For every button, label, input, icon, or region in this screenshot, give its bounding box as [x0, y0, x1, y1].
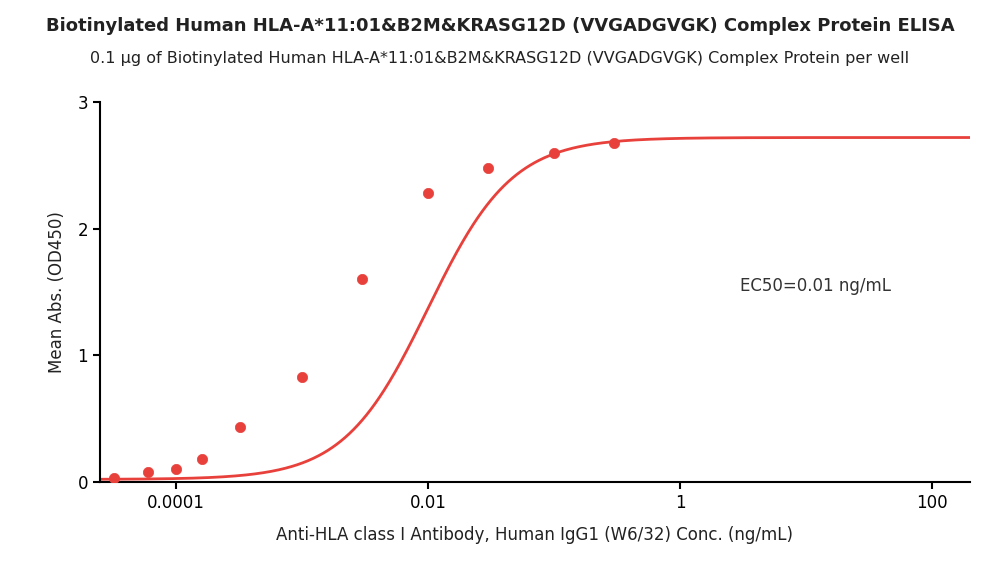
Point	[546, 148, 562, 157]
Point	[168, 465, 184, 474]
Point	[106, 473, 122, 483]
Point	[140, 467, 156, 476]
Point	[232, 423, 248, 432]
Y-axis label: Mean Abs. (OD450): Mean Abs. (OD450)	[48, 211, 66, 373]
Point	[420, 189, 436, 198]
X-axis label: Anti-HLA class I Antibody, Human IgG1 (W6/32) Conc. (ng/mL): Anti-HLA class I Antibody, Human IgG1 (W…	[276, 526, 794, 544]
Point	[294, 373, 310, 382]
Point	[194, 455, 210, 464]
Point	[480, 163, 496, 172]
Text: Biotinylated Human HLA-A*11:01&B2M&KRASG12D (VVGADGVGK) Complex Protein ELISA: Biotinylated Human HLA-A*11:01&B2M&KRASG…	[46, 17, 954, 35]
Text: 0.1 μg of Biotinylated Human HLA-A*11:01&B2M&KRASG12D (VVGADGVGK) Complex Protei: 0.1 μg of Biotinylated Human HLA-A*11:01…	[90, 51, 910, 66]
Point	[354, 275, 370, 284]
Point	[606, 138, 622, 147]
Text: EC50=0.01 ng/mL: EC50=0.01 ng/mL	[740, 277, 891, 295]
